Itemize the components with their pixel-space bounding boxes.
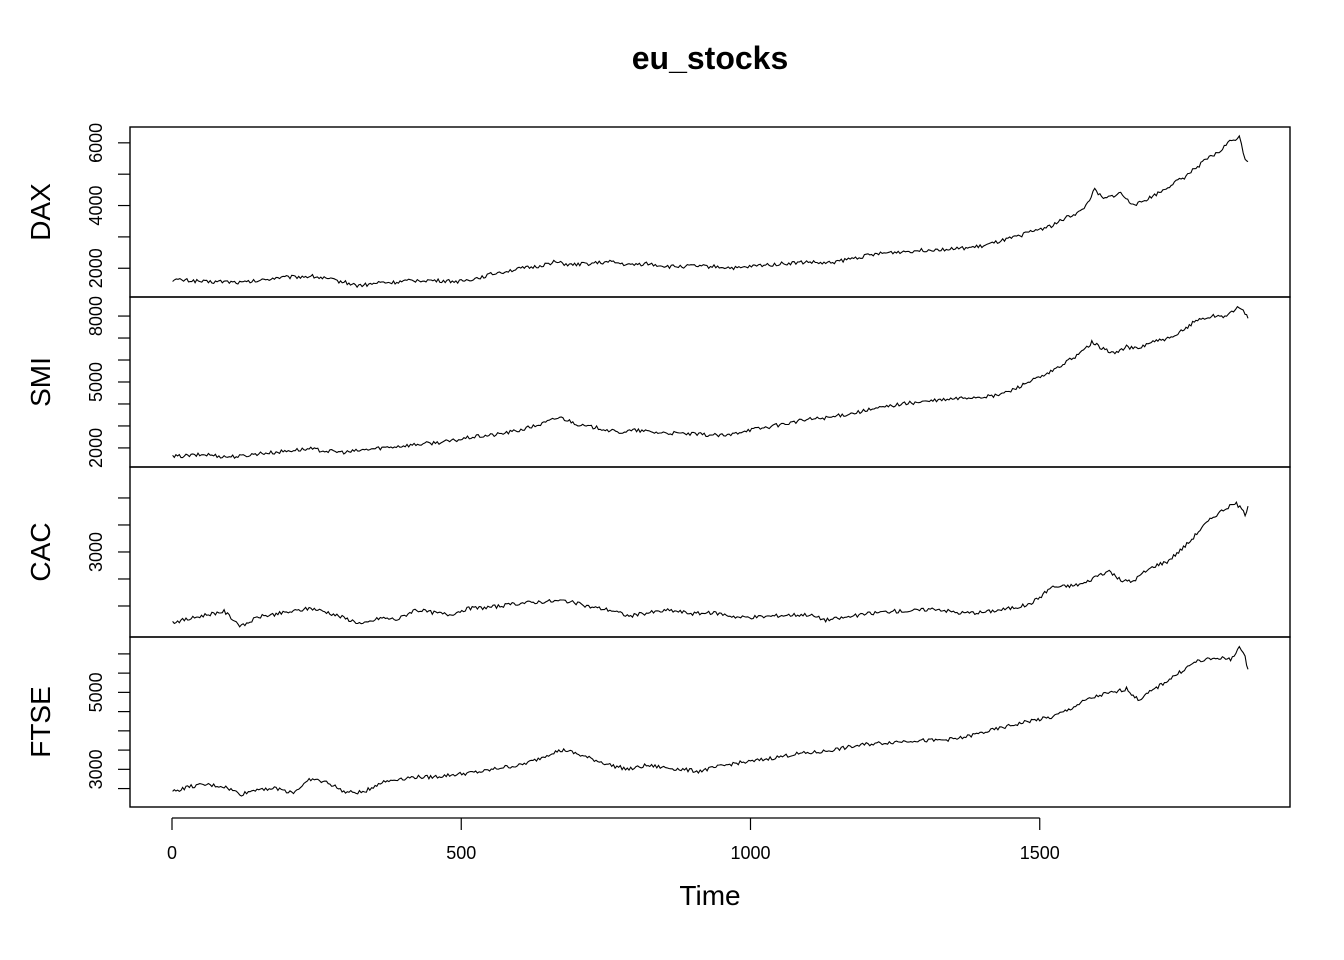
y-tick-label: 5000 [86, 672, 106, 712]
panel-smi: 2000 5000 8000 SMI [25, 296, 1291, 468]
panel-label: FTSE [25, 686, 56, 758]
panel-ftse: 3000 5000 FTSE [25, 636, 1291, 808]
x-axis-label: Time [679, 880, 740, 911]
y-tick-label: 8000 [86, 296, 106, 336]
panel-label: CAC [25, 522, 56, 581]
x-axis: 0 500 1000 1500 [167, 817, 1060, 863]
chart-title: eu_stocks [632, 40, 789, 76]
panels: 200040006000DAX200050008000SMI3000CAC300… [25, 123, 1291, 808]
panel-label: SMI [25, 357, 56, 407]
panel-frame [129, 466, 1291, 638]
y-tick-label: 6000 [86, 123, 106, 163]
x-tick-label: 0 [167, 843, 177, 863]
panel-dax: 2000 4000 6000 DAX [25, 123, 1291, 298]
x-tick-label: 500 [446, 843, 476, 863]
panel-frame [129, 636, 1291, 808]
series-line-ftse [172, 645, 1249, 797]
panel-frame [129, 126, 1291, 298]
x-tick-label: 1500 [1020, 843, 1060, 863]
series-line-cac [172, 501, 1249, 628]
x-tick-label: 1000 [730, 843, 770, 863]
y-tick-label: 2000 [86, 248, 106, 288]
series-line-smi [172, 305, 1249, 460]
y-tick-label: 3000 [86, 532, 106, 572]
y-tick-label: 4000 [86, 186, 106, 226]
panel-frame [129, 296, 1291, 468]
y-tick-label: 2000 [86, 428, 106, 468]
y-tick-label: 3000 [86, 749, 106, 789]
panel-label: DAX [25, 183, 56, 241]
y-tick-label: 5000 [86, 362, 106, 402]
panel-cac: 3000 CAC [25, 466, 1291, 638]
series-line-dax [172, 134, 1249, 289]
